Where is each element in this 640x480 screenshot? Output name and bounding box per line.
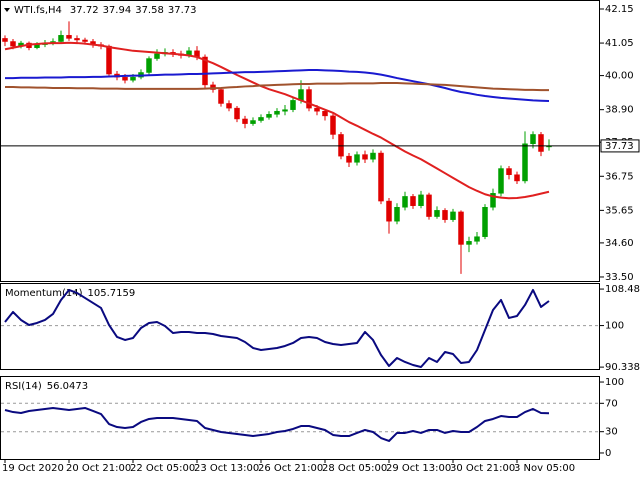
main-panel [0,0,600,282]
rsi-panel [0,376,600,460]
candle-body [154,53,160,59]
candle-body [266,114,272,118]
price-label: 37.73 [605,141,634,152]
candle-body [370,152,376,160]
x-tick-label: 19 Oct 2020 [2,463,64,474]
candle-body [234,107,240,120]
candle-body [258,117,264,121]
candle-body [338,134,344,157]
y-tick-label: 34.60 [605,238,634,249]
candle-body [58,35,64,42]
x-tick-label: 26 Oct 21:00 [258,463,323,474]
candle-body [442,210,448,220]
candle-body [330,115,336,135]
y-tick-label: 35.65 [605,205,634,216]
candle-body [378,152,384,202]
y-tick-label: 42.15 [605,4,634,15]
candle-body [242,118,248,124]
y-tick-label: 36.75 [605,171,634,182]
candle-body [218,89,224,104]
x-tick-label: 29 Oct 13:00 [386,463,451,474]
momentum-panel [0,283,600,370]
candle-body [2,38,8,42]
candle-body [354,154,360,163]
x-tick-label: 30 Oct 21:00 [450,463,515,474]
candle-body [386,200,392,222]
candle-body [434,210,440,217]
x-tick-label: 22 Oct 05:00 [130,463,195,474]
ohlc-value: 37.94 [103,5,132,16]
y-tick-label: 33.50 [605,272,634,283]
candle-body [130,76,136,81]
candle-body [290,100,296,110]
panel-title: WTI.fs,H4 [14,5,62,16]
candle-body [306,89,312,109]
y-tick-label: 100 [605,321,624,332]
candle-body [106,45,112,75]
candle-body [226,103,232,109]
candle-body [274,110,280,115]
indicator-value: 105.7159 [88,288,136,299]
candle-body [394,207,400,222]
candle-body [498,168,504,194]
candle-body [202,56,208,86]
candle-body [282,109,288,112]
y-tick-label: 90.3386 [605,362,640,373]
indicator-line [4,41,550,200]
menu-arrow [4,8,10,12]
y-tick-label: 0 [605,448,611,459]
ohlc-value: 37.72 [70,5,99,16]
candle-body [530,134,536,145]
indicator-line [5,82,549,92]
y-tick-label: 30 [605,427,618,438]
candle-body [458,211,464,245]
candle-body [250,120,256,124]
candle-body [362,154,368,160]
y-tick-label: 108.4892 [605,284,640,295]
y-tick-label: 40.00 [605,71,634,82]
x-tick-label: 28 Oct 05:00 [322,463,387,474]
candle-body [426,194,432,217]
ohlc-value: 37.73 [168,5,197,16]
candle-body [522,143,528,182]
panel-title: RSI(14) [5,381,42,392]
indicator-line [4,406,550,442]
panel-title: Momentum(14) [5,288,83,299]
indicator-value: 56.0473 [47,381,88,392]
candle-body [418,194,424,206]
candle-body [474,236,480,242]
x-tick-label: 3 Nov 05:00 [514,463,575,474]
candle-body [314,107,320,112]
candle-body [538,134,544,152]
candle-body [322,110,328,117]
price-label-box [600,139,640,153]
candle-body [146,58,152,73]
y-tick-label: 100 [605,377,624,388]
ohlc-value: 37.58 [135,5,164,16]
candle-body [66,35,72,39]
candle-body [514,174,520,182]
y-tick-label: 41.05 [605,38,634,49]
candle-body [450,211,456,220]
candle-body [82,39,88,42]
candle-body [346,155,352,163]
y-tick-label: 38.90 [605,105,634,116]
x-tick-label: 23 Oct 13:00 [194,463,259,474]
candle-body [402,196,408,208]
x-tick-label: 20 Oct 21:00 [66,463,131,474]
candle-body [506,168,512,175]
indicator-line [5,69,550,102]
candle-body [482,207,488,237]
candle-body [10,41,16,47]
indicator-line [4,288,550,368]
y-tick-label: 70 [605,398,618,409]
candle-body [122,76,128,81]
candle-body [490,193,496,208]
candle-body [410,196,416,206]
candle-body [74,38,80,41]
candle-body [466,241,472,245]
